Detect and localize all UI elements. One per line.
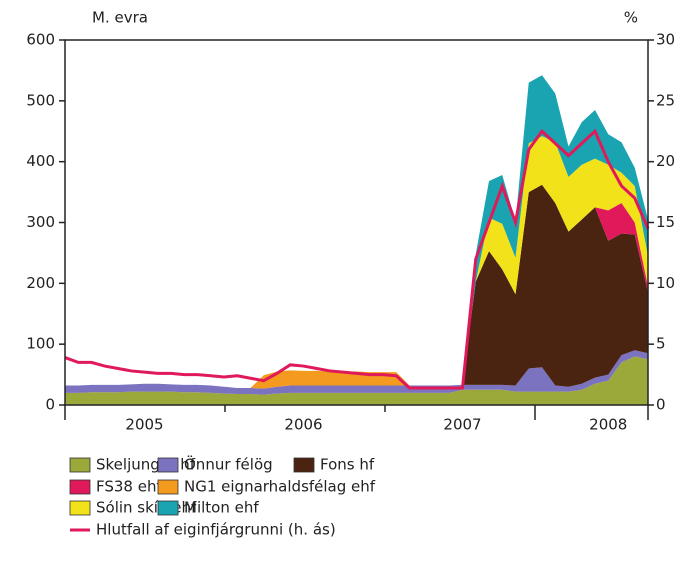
y2-axis-label: %	[624, 9, 638, 27]
legend-swatch	[69, 457, 91, 473]
y-tick-label: 200	[26, 274, 55, 292]
legend-label: FS38 ehf	[96, 478, 162, 496]
legend-swatch	[157, 500, 179, 516]
legend-swatch	[157, 479, 179, 495]
y2-tick-label: 25	[656, 91, 675, 109]
legend-label: Hlutfall af eiginfjárgrunni (h. ás)	[96, 521, 336, 539]
legend-label: Milton ehf	[184, 499, 259, 517]
y-axis-label: M. evra	[92, 9, 148, 27]
y-tick-label: 600	[26, 31, 55, 49]
legend-swatch	[69, 500, 91, 516]
y-tick-label: 100	[26, 335, 55, 353]
x-tick-label: 2005	[125, 416, 163, 434]
legend-swatch	[293, 457, 315, 473]
y-tick-label: 0	[45, 396, 55, 414]
y2-tick-label: 5	[656, 335, 666, 353]
x-ticks	[64, 405, 649, 420]
y2-tick-label: 15	[656, 213, 675, 231]
area	[65, 136, 648, 388]
y2-tick-label: 20	[656, 152, 675, 170]
area	[65, 350, 648, 395]
y-tick-label: 400	[26, 152, 55, 170]
y2-tick-label: 0	[656, 396, 666, 414]
x-tick-label: 2006	[284, 416, 322, 434]
x-tick-label: 2007	[443, 416, 481, 434]
legend-swatch	[157, 457, 179, 473]
legend-label: Önnur félög	[184, 455, 273, 474]
y-tick-label: 300	[26, 213, 55, 231]
y-tick-label: 500	[26, 91, 55, 109]
legend-swatch	[69, 479, 91, 495]
y2-tick-label: 30	[656, 31, 675, 49]
line	[64, 128, 650, 390]
legend-label: Sólin skín ehf	[96, 499, 197, 517]
area	[65, 184, 648, 389]
x-tick-label: 2008	[589, 416, 627, 434]
legend-label: Skeljungur hf	[96, 456, 196, 474]
legend-label: Fons hf	[320, 456, 375, 474]
y2-tick-label: 10	[656, 274, 675, 292]
legend-label: NG1 eignarhaldsfélag ehf	[184, 478, 376, 496]
